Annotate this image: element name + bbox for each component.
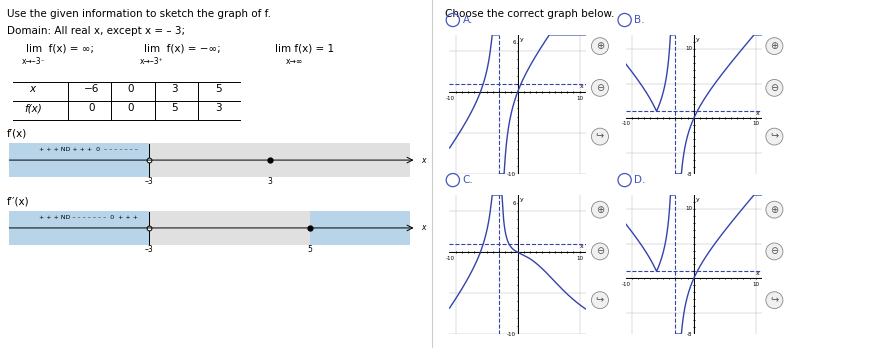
Text: lim  f(x) = ∞;: lim f(x) = ∞; <box>26 44 94 54</box>
Text: 10: 10 <box>576 96 583 101</box>
Text: x: x <box>756 111 759 116</box>
Text: -10: -10 <box>507 332 515 337</box>
Text: Use the given information to sketch the graph of f.: Use the given information to sketch the … <box>6 9 270 19</box>
Text: 5: 5 <box>307 245 312 254</box>
Text: x→∞: x→∞ <box>285 57 303 66</box>
Text: 5: 5 <box>215 84 221 94</box>
Text: ⊕: ⊕ <box>770 41 779 51</box>
Text: 10: 10 <box>752 282 759 286</box>
Text: ⊕: ⊕ <box>596 41 604 51</box>
Text: ⊖: ⊖ <box>770 83 779 93</box>
Text: A.: A. <box>463 15 473 25</box>
Text: 0: 0 <box>128 84 134 94</box>
Text: 6: 6 <box>512 40 515 46</box>
Bar <box>149 143 410 177</box>
Text: lim f(x) = 1: lim f(x) = 1 <box>275 44 334 54</box>
Text: ↪: ↪ <box>770 132 779 142</box>
Text: f′′(x): f′′(x) <box>6 197 29 207</box>
Circle shape <box>591 292 609 309</box>
Circle shape <box>591 243 609 260</box>
Text: ↪: ↪ <box>596 295 604 305</box>
Text: –3: –3 <box>144 245 153 254</box>
Text: -10: -10 <box>621 282 631 286</box>
Bar <box>309 211 410 245</box>
Text: 10: 10 <box>576 256 583 261</box>
Text: x: x <box>756 271 759 276</box>
Text: ⊖: ⊖ <box>770 246 779 256</box>
Circle shape <box>766 79 783 96</box>
Text: 5: 5 <box>171 103 178 113</box>
Text: 0: 0 <box>88 103 95 113</box>
Text: ⊕: ⊕ <box>770 205 779 215</box>
Text: 0: 0 <box>128 103 134 113</box>
Bar <box>149 211 309 245</box>
Circle shape <box>766 128 783 145</box>
Text: 3: 3 <box>171 84 178 94</box>
Text: 3: 3 <box>215 103 221 113</box>
Text: 10: 10 <box>685 46 692 51</box>
Text: -10: -10 <box>621 121 631 126</box>
Text: x→–3⁻: x→–3⁻ <box>22 57 46 66</box>
Text: 10: 10 <box>752 121 759 126</box>
Text: Domain: All real x, except x = – 3;: Domain: All real x, except x = – 3; <box>6 26 185 36</box>
Text: Choose the correct graph below.: Choose the correct graph below. <box>445 9 614 19</box>
Text: 6: 6 <box>512 200 515 206</box>
Text: y: y <box>520 37 523 42</box>
Text: ↪: ↪ <box>770 295 779 305</box>
Text: + + + ND – – – – – – –  0  + + +: + + + ND – – – – – – – 0 + + + <box>40 215 138 220</box>
Bar <box>9 211 149 245</box>
Text: x: x <box>30 84 36 94</box>
Text: ⊖: ⊖ <box>596 246 604 256</box>
Circle shape <box>766 201 783 218</box>
Text: x: x <box>421 156 426 165</box>
Text: 3: 3 <box>267 177 272 186</box>
Circle shape <box>766 243 783 260</box>
Text: f′(x): f′(x) <box>6 129 26 139</box>
Text: y: y <box>520 197 523 202</box>
Text: –3: –3 <box>144 177 153 186</box>
Text: -8: -8 <box>686 172 692 176</box>
Text: -10: -10 <box>507 172 515 176</box>
Circle shape <box>591 128 609 145</box>
Text: x→–3⁺: x→–3⁺ <box>139 57 163 66</box>
Circle shape <box>766 292 783 309</box>
Text: D.: D. <box>634 175 646 185</box>
Text: x: x <box>580 244 583 249</box>
Text: −6: −6 <box>84 84 100 94</box>
Text: -10: -10 <box>445 96 455 101</box>
Text: ⊕: ⊕ <box>596 205 604 215</box>
Text: y: y <box>696 37 700 42</box>
Circle shape <box>591 79 609 96</box>
Text: ⊖: ⊖ <box>596 83 604 93</box>
Text: 10: 10 <box>685 206 692 211</box>
Bar <box>9 143 149 177</box>
Circle shape <box>591 38 609 55</box>
Circle shape <box>766 38 783 55</box>
Text: lim  f(x) = −∞;: lim f(x) = −∞; <box>144 44 220 54</box>
Text: ↪: ↪ <box>596 132 604 142</box>
Text: B.: B. <box>634 15 645 25</box>
Text: f(x): f(x) <box>24 103 41 113</box>
Text: x: x <box>421 223 426 232</box>
Text: + + + ND + + +  0  – – – – – – –: + + + ND + + + 0 – – – – – – – <box>40 147 138 152</box>
Text: x: x <box>580 84 583 89</box>
Text: C.: C. <box>463 175 473 185</box>
Text: -8: -8 <box>686 332 692 337</box>
Text: -10: -10 <box>445 256 455 261</box>
Text: y: y <box>696 197 700 202</box>
Circle shape <box>591 201 609 218</box>
